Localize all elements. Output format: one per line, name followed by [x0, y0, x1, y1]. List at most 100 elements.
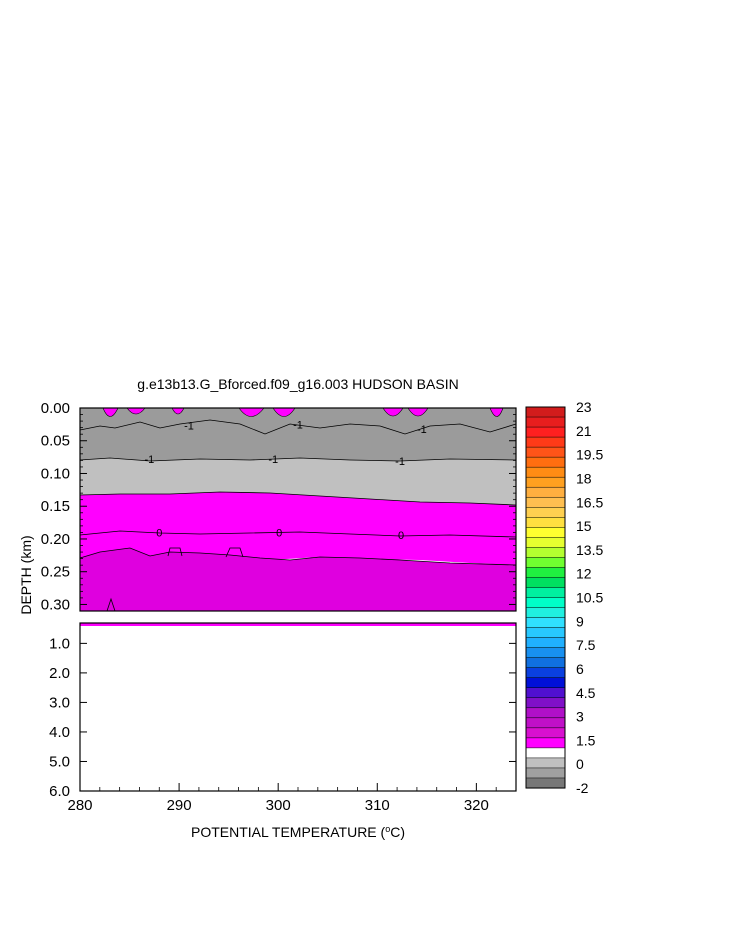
colorbar-swatch [525, 517, 566, 528]
colorbar-swatch [525, 607, 566, 619]
colorbar-label: 15 [576, 518, 592, 534]
upper-band-bright-magenta [80, 492, 516, 565]
colorbar-swatch [525, 687, 566, 699]
colorbar-label: 23 [576, 399, 592, 415]
colorbar-frame [525, 406, 566, 789]
x-tick-label: 310 [365, 797, 390, 814]
colorbar-swatch [525, 757, 566, 769]
colorbar-swatch [525, 426, 566, 438]
colorbar-swatch [525, 737, 566, 749]
contour-label: -1 [184, 421, 194, 433]
colorbar-swatch [525, 406, 566, 418]
colorbar-swatch [525, 627, 566, 639]
colorbar-swatch [525, 647, 566, 659]
contour-label: 0 [398, 530, 404, 542]
colorbar-swatch [525, 587, 566, 599]
contour-label: -1 [268, 454, 278, 466]
y-tick-label: 4.0 [49, 724, 70, 741]
colorbar-swatch [525, 527, 566, 538]
y-tick-label: 0.15 [41, 498, 70, 515]
colorbar-swatch [525, 537, 566, 548]
colorbar-swatch [525, 667, 566, 679]
x-tick-label: 290 [167, 797, 192, 814]
contour-labels: -1 -1 -1 -1 -1 -1 0 0 0 [144, 419, 426, 542]
colorbar-swatch [525, 707, 566, 719]
colorbar-label: 19.5 [576, 447, 603, 463]
contour-line [167, 547, 183, 557]
colorbar-swatch [525, 577, 566, 589]
colorbar-label: 3 [576, 709, 584, 725]
contour-line [79, 457, 517, 462]
colorbar-swatch [525, 657, 566, 669]
colorbar-swatch [525, 617, 566, 629]
y-axis-label: DEPTH (km) [18, 535, 34, 614]
upper-band-deep-magenta [80, 548, 516, 611]
x-axis-label: POTENTIAL TEMPERATURE (oC) [191, 824, 405, 840]
contour-label: 0 [156, 527, 162, 539]
y-tick-label: 0.05 [41, 433, 70, 450]
x-axis-label-degree: o [385, 824, 390, 834]
contour-line [79, 419, 517, 435]
colorbar-label: 4.5 [576, 685, 596, 701]
contour-line [79, 530, 517, 538]
lower-panel-frame [79, 622, 517, 792]
colorbar-swatch [525, 466, 566, 478]
x-axis-label-main: POTENTIAL TEMPERATURE ( [191, 824, 386, 840]
colorbar-swatch [525, 507, 566, 518]
colorbar-label: 6 [576, 661, 584, 677]
y-tick-label: 0.20 [41, 531, 70, 548]
y-tick-label: 0.25 [41, 564, 70, 581]
y-tick-label: 0.30 [41, 596, 70, 613]
contour-label: -1 [293, 419, 303, 431]
contour-line [225, 547, 244, 558]
contour-line [79, 547, 517, 566]
contour-line [106, 597, 116, 612]
lower-panel-magenta-strip [80, 623, 516, 626]
colorbar: 23 21 19.5 18 16.5 15 13.5 12 10.5 9 7.5 6 4.5 3 1.5 0 -… [525, 399, 603, 796]
colorbar-label: 9 [576, 613, 584, 629]
colorbar-swatch [525, 416, 566, 428]
y-tick-label: 0.10 [41, 465, 70, 482]
colorbar-swatch [525, 476, 566, 488]
lower-panel: 1.0 2.0 3.0 4.0 5.0 6.0 280 290 300 310 320 [49, 622, 517, 814]
contour-line [79, 491, 517, 506]
y-tick-label: 1.0 [49, 635, 70, 652]
y-tick-label: 2.0 [49, 665, 70, 682]
upper-panel: -1 -1 -1 -1 -1 -1 0 0 0 0.00 0.05 0.10 0.15 0.20 0.25… [41, 400, 517, 613]
colorbar-swatch [525, 496, 566, 508]
colorbar-swatch [525, 697, 566, 709]
y-tick-label: 0.00 [41, 400, 70, 417]
x-tick-label: 280 [67, 797, 92, 814]
colorbar-swatch [525, 727, 566, 739]
upper-band-light-grey [80, 458, 516, 505]
colorbar-swatch [525, 597, 566, 609]
colorbar-swatch [525, 777, 566, 789]
colorbar-label: 12 [576, 566, 592, 582]
contour-lines [79, 419, 517, 612]
colorbar-swatch [525, 486, 566, 498]
x-axis: 280 290 300 310 320 [67, 783, 497, 814]
x-tick-label: 320 [464, 797, 489, 814]
colorbar-label: 7.5 [576, 637, 596, 653]
colorbar-swatch [525, 456, 566, 468]
upper-y-axis: 0.00 0.05 0.10 0.15 0.20 0.25 0.30 [41, 400, 516, 613]
colorbar-label: -2 [576, 780, 589, 796]
colorbar-swatch [525, 677, 566, 689]
x-axis-label-unit: C) [390, 824, 405, 840]
colorbar-swatch [525, 767, 566, 779]
colorbar-label: 18 [576, 470, 592, 486]
y-tick-label: 5.0 [49, 753, 70, 770]
contour-label: -1 [417, 424, 427, 436]
colorbar-label: 1.5 [576, 732, 596, 748]
colorbar-swatch [525, 436, 566, 448]
colorbar-swatch [525, 557, 566, 568]
contour-label: -1 [144, 454, 154, 466]
colorbar-swatch [525, 547, 566, 558]
colorbar-label: 21 [576, 423, 592, 439]
colorbar-swatch [525, 637, 566, 649]
contour-label: -1 [395, 456, 405, 468]
contour-label: 0 [276, 527, 282, 539]
x-tick-label: 300 [266, 797, 291, 814]
colorbar-swatch [525, 446, 566, 458]
